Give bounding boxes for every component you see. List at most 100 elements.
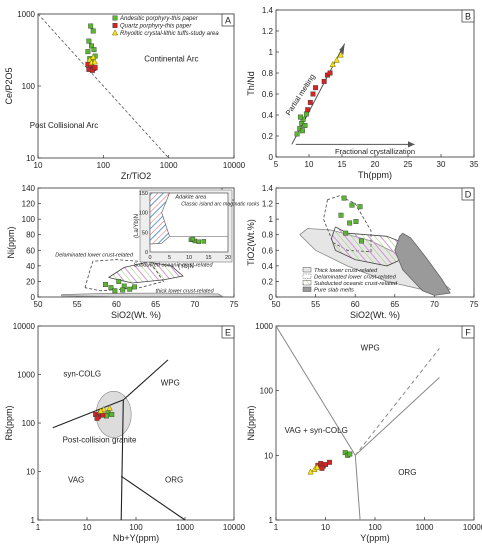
panel-letter-box: [221, 325, 235, 339]
x-axis-label: Nb+Y(ppm): [113, 533, 159, 543]
panel-letter-box: [461, 9, 475, 23]
y-tick-label: 1.4: [262, 6, 274, 15]
x-tick-label: 60: [351, 300, 360, 309]
panel-letter: F: [465, 328, 471, 338]
annotation-label: Fractional crystallization: [335, 147, 415, 156]
region-label: VAG: [68, 475, 84, 484]
arrow-head: [339, 43, 345, 56]
x-tick-label: 10: [305, 160, 314, 169]
y-tick-label: 1000: [255, 322, 273, 331]
y-tick-label: 0.8: [262, 69, 274, 78]
panel-letter: E: [225, 328, 231, 338]
data-point: [112, 288, 118, 294]
panel-A: A 10 100 1000 10000 10 100 1000 Zr/TiO2 Ce/P2O5 Co…: [4, 10, 246, 181]
x-tick-label: 10: [83, 523, 92, 532]
region-label: WPG: [361, 343, 380, 352]
data-point: [127, 286, 133, 292]
x-tick-label: 75: [230, 300, 239, 309]
data-point: [318, 460, 324, 466]
y-tick-label: 0.2: [262, 277, 274, 286]
pure-slab-melts-region: [394, 232, 451, 296]
x-tick-label: 10: [34, 161, 43, 170]
inset-x-tick: 0: [148, 255, 151, 261]
y-tick-label: 120: [22, 200, 36, 209]
inset-y-tick: 0: [145, 250, 148, 256]
data-point: [100, 405, 107, 412]
y-tick-label: 1: [269, 215, 274, 224]
data-point: [89, 67, 95, 73]
data-point: [329, 60, 336, 67]
y-tick-label: 1.2: [262, 27, 274, 36]
data-point: [343, 230, 349, 236]
x-tick-label: 55: [311, 300, 320, 309]
y-tick-label: 140: [22, 184, 36, 193]
data-point: [338, 212, 344, 218]
inset-annotation: Classic island arc magmatic rocks: [181, 202, 260, 208]
inset-x-tick: 20: [225, 255, 231, 261]
legend-item: Quartz porphyry-this paper: [120, 24, 192, 30]
panel-letter: A: [225, 16, 231, 26]
data-point: [307, 99, 313, 105]
data-point: [327, 70, 333, 76]
region-label: Continental Arc: [144, 54, 198, 63]
region-label: thick lower crust-related: [156, 289, 215, 295]
boundary-line: [354, 377, 440, 456]
y-tick-label: 1000: [17, 371, 35, 380]
legend-item: Andesitic porphyry-this paper: [119, 16, 199, 22]
x-tick-label: 70: [190, 300, 199, 309]
data-point: [90, 53, 97, 60]
y-axis-label: Th/Nd: [246, 71, 256, 96]
region-label: Post-collision granite: [63, 435, 137, 444]
boundary-line: [275, 325, 356, 456]
data-point: [310, 91, 316, 97]
y-axis-label: Rb(ppm): [4, 405, 14, 440]
y-tick-label: 20: [26, 277, 35, 286]
boundary-line: [120, 475, 186, 521]
y-tick-label: 0: [269, 153, 274, 162]
x-tick-label: 1: [36, 523, 41, 532]
data-point: [111, 29, 119, 36]
legend-item: Rhyolitic crystal-lithic tuffs-study are…: [120, 31, 219, 37]
data-point: [294, 131, 300, 137]
data-point: [92, 65, 98, 71]
data-point: [90, 28, 96, 34]
data-point: [97, 407, 104, 414]
legend-swatch: [302, 267, 312, 273]
x-tick-label: 1000: [416, 523, 434, 532]
data-point: [319, 465, 325, 471]
region-label: ORG: [398, 468, 416, 477]
y-tick-label: 10: [26, 154, 35, 163]
legend-swatch: [302, 286, 312, 292]
boundary-line: [354, 348, 440, 456]
y-tick-label: 0.4: [262, 262, 274, 271]
y-tick-label: 10000: [13, 322, 36, 331]
data-point: [349, 202, 355, 208]
y-tick-label: 0.6: [262, 90, 274, 99]
x-axis-label: SiO2(Wt. %): [350, 310, 400, 320]
data-point: [86, 38, 92, 44]
data-point: [112, 23, 118, 28]
thick-lower-crust-region: [61, 292, 224, 297]
x-tick-label: 100: [368, 523, 382, 532]
data-point: [112, 15, 118, 21]
x-tick-label: 35: [470, 160, 479, 169]
x-tick-label: 100: [129, 523, 143, 532]
plot-frame: [37, 13, 235, 159]
inset-y-tick: 150: [139, 191, 148, 197]
arrow-head: [408, 141, 415, 148]
panel-F: F 1 10 100 1000 10000 1 10 100 1000 Y(ppm) Nb(ppm) W…: [246, 322, 482, 543]
inset-x-tick: 10: [186, 255, 192, 261]
x-tick-label: 70: [430, 300, 439, 309]
y-tick-label: 0: [31, 293, 36, 302]
legend-item: Pure slab melts: [314, 288, 354, 294]
y-tick-label: 80: [26, 231, 35, 240]
data-point: [196, 239, 201, 244]
plot-frame: [275, 325, 475, 521]
data-point: [303, 111, 309, 117]
region-label: syn-COLG: [63, 370, 101, 379]
panel-B: B 5 10 15 20 25 30 35 0 0.2 0.4 0.6 0.8 1 1.2 1.4 Th(ppm…: [246, 6, 479, 180]
x-tick-label: 55: [73, 300, 82, 309]
x-tick-label: 10: [321, 523, 330, 532]
legend-swatch: [302, 273, 312, 279]
